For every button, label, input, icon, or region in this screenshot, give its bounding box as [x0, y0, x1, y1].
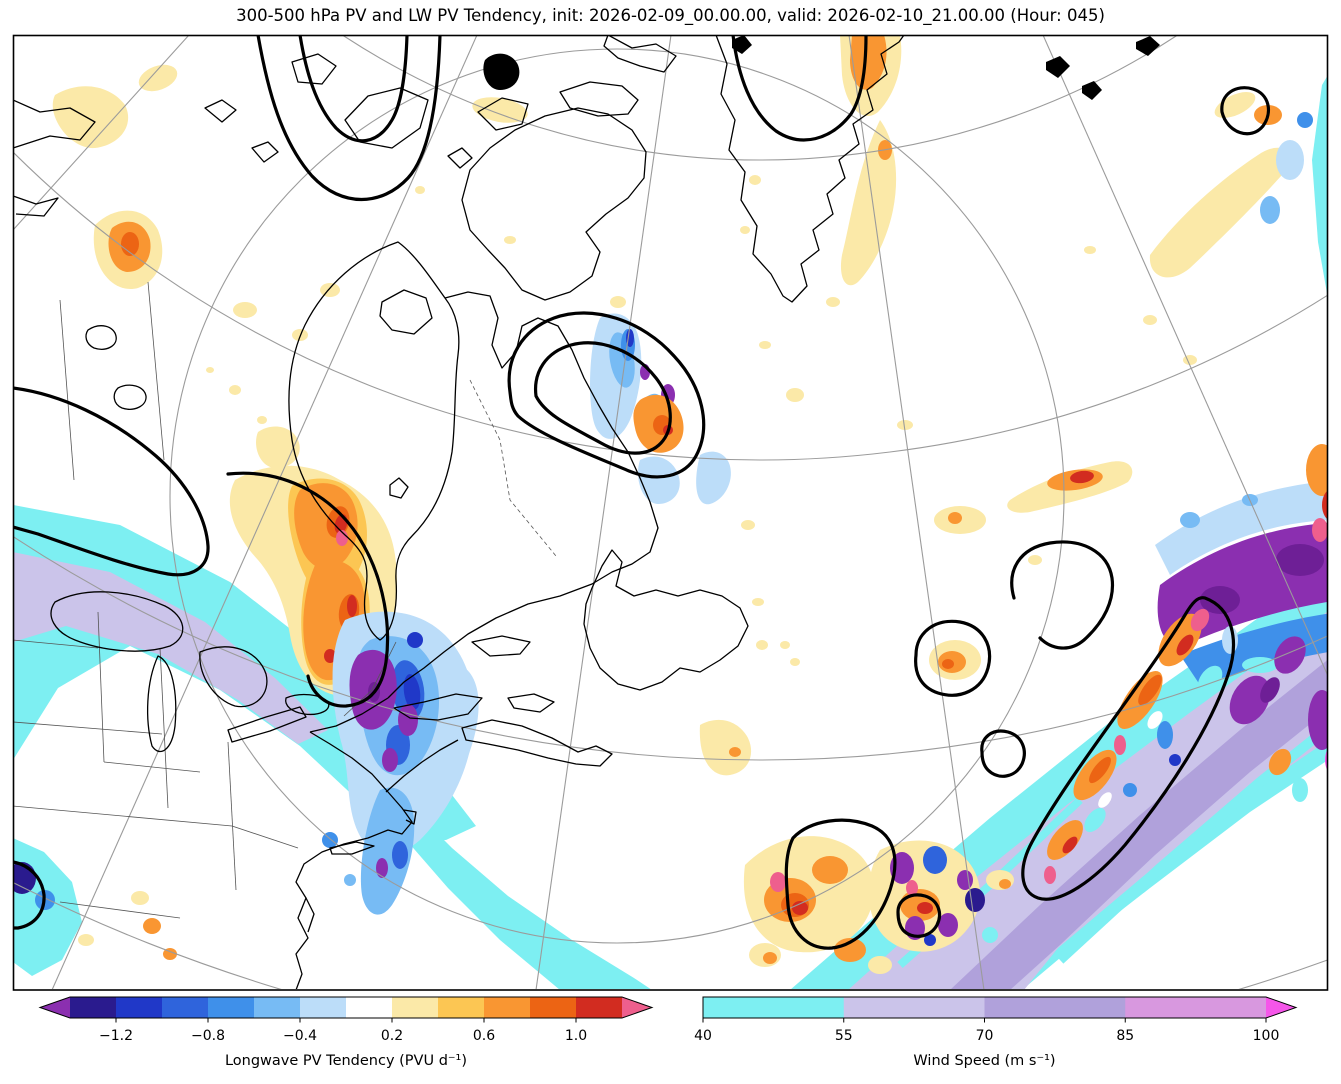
pv_tendency-tick: 0.2: [381, 1028, 403, 1044]
wind_speed-tick: 70: [976, 1028, 994, 1044]
wind_speed-tick: 100: [1253, 1028, 1280, 1044]
wind-speed-colorbar: 40 55 70 85 100 Wind Speed (m s⁻¹): [694, 996, 1298, 1069]
pv_tendency-tick: −0.8: [191, 1028, 225, 1044]
wind_speed-label: Wind Speed (m s⁻¹): [913, 1053, 1055, 1069]
wind_speed-tick: 40: [694, 1028, 712, 1044]
graticule: [14, 36, 1327, 989]
pv_tendency-label: Longwave PV Tendency (PVU d⁻¹): [225, 1053, 467, 1069]
pv-tendency-colorbar: −1.2 −0.8 −0.4 0.2 0.6 1.0 Longwave PV Tendenc…: [38, 996, 654, 1069]
pv_tendency-tick: 1.0: [565, 1028, 587, 1044]
figure-title: 300-500 hPa PV and LW PV Tendency, init:…: [236, 6, 1105, 25]
pv_tendency-tick: −0.4: [283, 1028, 317, 1044]
pv-tendency-shading: [14, 36, 1327, 974]
wind-speed-shading: [14, 76, 1327, 989]
colorbar-footer: −1.2 −0.8 −0.4 0.2 0.6 1.0 Longwave PV Tendenc…: [38, 996, 1298, 1069]
map-frame: [12, 34, 1329, 991]
wind_speed-tick: 55: [835, 1028, 853, 1044]
pv_tendency-tick: −1.2: [99, 1028, 133, 1044]
wind_speed-tick: 85: [1116, 1028, 1134, 1044]
pv_tendency-tick: 0.6: [473, 1028, 495, 1044]
pv-contours: [14, 36, 1271, 950]
coastlines: [14, 36, 1160, 989]
